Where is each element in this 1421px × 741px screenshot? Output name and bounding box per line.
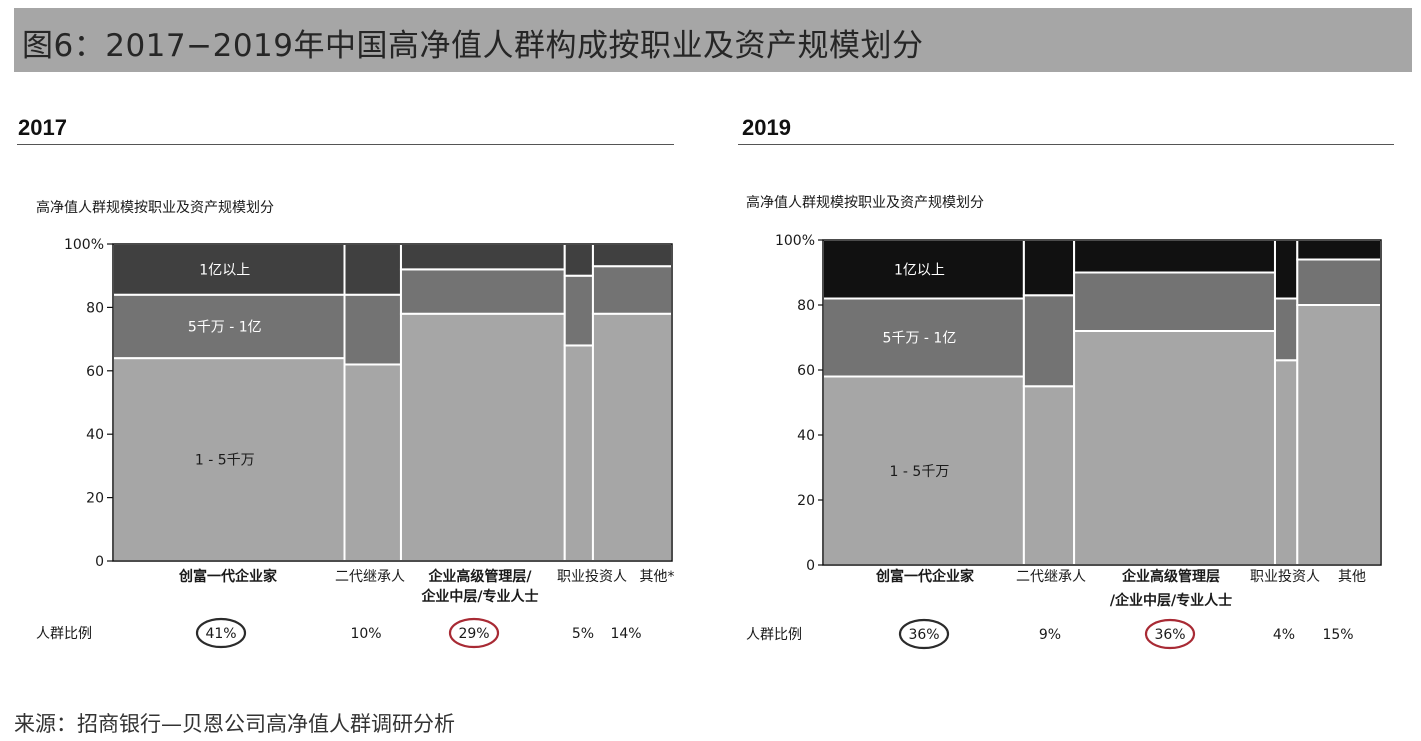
share-highlight-circle-0 [898,618,950,650]
y-tick-label-5: 100% [775,233,815,249]
category-label-3: 职业投资人 [1250,569,1320,585]
category-label-2-line1: 企业中层/专业人士 [420,588,538,605]
plot-frame [822,239,1382,566]
band-label-0: 1 - 5千万 [890,464,950,480]
mosaic-cell-1-1 [1022,294,1076,388]
mosaic-cell-1-0 [1022,385,1076,566]
category-label-2-line0: 企业高级管理层/ [427,568,532,585]
mosaic-cell-1-2 [1022,239,1076,297]
mosaic-cell-2-2 [1073,239,1276,274]
y-tick-label-0: 0 [95,554,104,570]
share-highlight-circle-2 [1144,618,1196,650]
mosaic-cell-4-0 [1296,304,1383,566]
y-tick-label-2: 40 [797,428,815,444]
share-highlight-circle-0 [195,617,247,649]
share-label-3: 5% [572,626,594,642]
mosaic-cell-3-1 [1273,297,1299,362]
y-tick-label-2: 40 [86,427,104,443]
band-label-2: 1亿以上 [894,262,945,278]
panel-rule-2019 [738,144,1394,145]
panel-rule-2017 [17,144,674,145]
source-note: 来源：招商银行—贝恩公司高净值人群调研分析 [14,712,455,736]
page-title: 图6：2017−2019年中国高净值人群构成按职业及资产规模划分 [22,28,924,64]
category-label-2-line0: 企业高级管理层 [1121,568,1220,585]
category-label-4: 其他 [1338,569,1366,585]
chart-subtitle-2019: 高净值人群规模按职业及资产规模划分 [746,195,984,211]
mosaic-cell-2-1 [1073,271,1276,332]
band-label-2: 1亿以上 [199,262,250,278]
mosaic-cell-0-0 [822,375,1025,566]
share-label-0: 36% [908,627,939,643]
category-label-1: 二代继承人 [1016,569,1086,585]
share-label-4: 15% [1322,627,1353,643]
mosaic-cell-0-2 [112,243,346,296]
category-label-1: 二代继承人 [335,569,405,585]
mosaic-cell-0-0 [112,357,346,562]
category-label-4: 其他* [640,569,675,585]
y-tick-label-4: 80 [797,298,815,314]
share-highlight-circle-2 [448,617,500,649]
mosaic-cell-3-1 [563,274,594,347]
category-label-0: 创富一代企业家 [875,568,975,585]
mosaic-cell-4-2 [1296,239,1383,261]
y-tick-label-3: 60 [797,363,815,379]
chart-subtitle-2017: 高净值人群规模按职业及资产规模划分 [36,200,274,216]
category-label-3: 职业投资人 [557,569,627,585]
row-label: 人群比例 [746,627,802,643]
y-tick-label-3: 60 [86,364,104,380]
mosaic-cell-3-0 [1273,359,1299,566]
y-tick-label-4: 80 [86,300,104,316]
band-label-1: 5千万 - 1亿 [188,319,262,335]
share-label-3: 4% [1273,627,1295,643]
year-label-2019: 2019 [742,115,791,140]
plot-frame [112,243,673,562]
share-label-1: 10% [350,626,381,642]
share-label-2: 36% [1154,627,1185,643]
year-label-2017: 2017 [18,115,67,140]
title-bar: 图6：2017−2019年中国高净值人群构成按职业及资产规模划分 [14,8,1412,72]
share-label-4: 14% [610,626,641,642]
mosaic-cell-1-0 [343,363,402,562]
category-label-2-line1: /企业中层/专业人士 [1110,592,1232,609]
band-label-0: 1 - 5千万 [195,453,255,469]
share-label-1: 9% [1039,627,1061,643]
y-tick-label-5: 100% [64,237,104,253]
row-label: 人群比例 [36,626,92,642]
mosaic-cell-4-1 [1296,258,1383,306]
mosaic-cell-4-1 [591,265,674,315]
band-label-1: 5千万 - 1亿 [883,331,957,347]
mosaic-cell-2-0 [1073,330,1276,566]
share-label-2: 29% [458,626,489,642]
mosaic-cell-3-2 [1273,239,1299,300]
share-label-0: 41% [205,626,236,642]
y-tick-label-1: 20 [86,491,104,507]
y-tick-label-1: 20 [797,493,815,509]
mosaic-cell-3-2 [563,243,594,277]
category-label-0: 创富一代企业家 [178,568,278,585]
mosaic-cell-0-1 [822,297,1025,378]
y-tick-label-0: 0 [806,558,815,574]
